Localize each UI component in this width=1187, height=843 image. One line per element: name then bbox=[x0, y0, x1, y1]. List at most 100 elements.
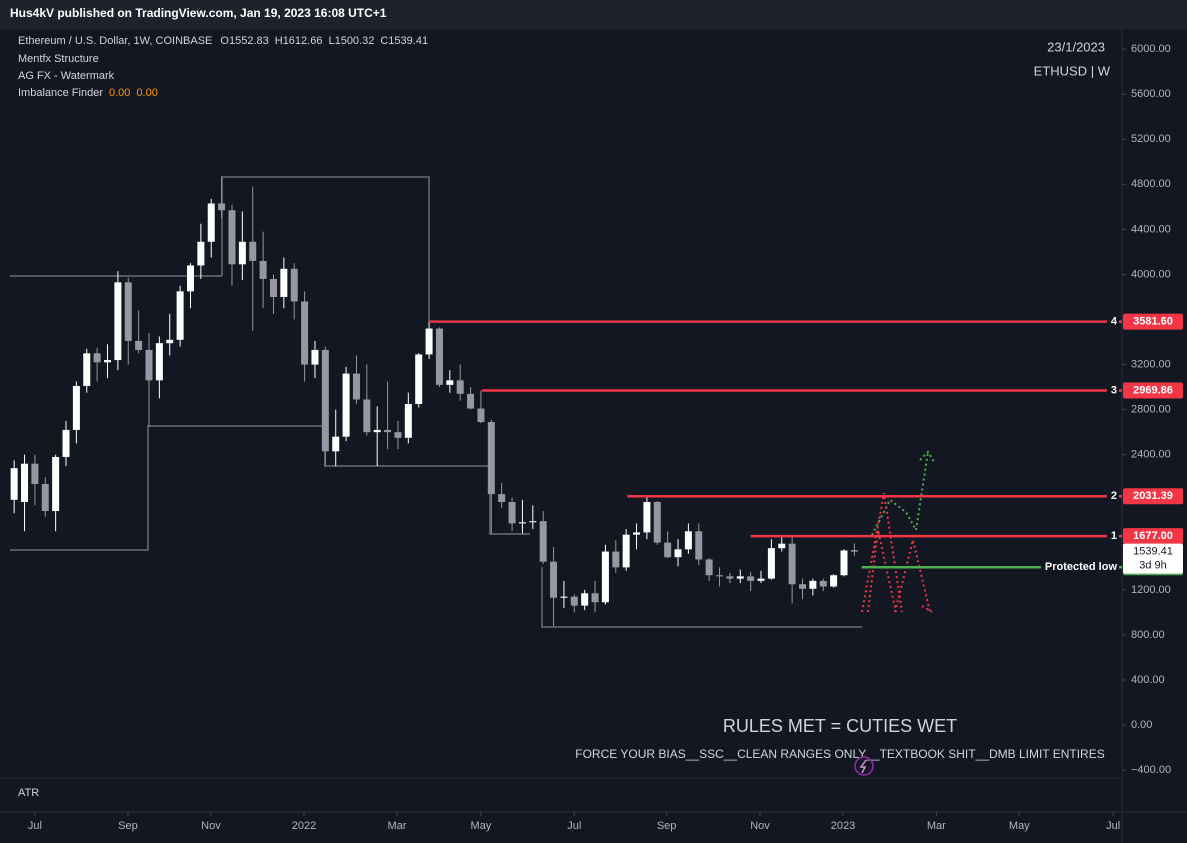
candle-body bbox=[52, 456, 60, 512]
header-bar bbox=[0, 0, 1187, 29]
candle-body bbox=[508, 502, 516, 524]
y-tick-label: 0.00 bbox=[1131, 719, 1152, 731]
candle-body bbox=[487, 422, 495, 495]
ohlc-value: 1539.41 bbox=[388, 35, 428, 47]
candle-body bbox=[736, 576, 744, 579]
candle-body bbox=[830, 575, 838, 587]
ohlc-label: O bbox=[220, 35, 229, 47]
x-tick-label: Mar bbox=[387, 820, 406, 832]
candle-body bbox=[207, 203, 215, 242]
indicator-name: Imbalance Finder bbox=[18, 87, 103, 99]
candle-body bbox=[518, 522, 526, 524]
indicator-name: Mentfx Structure bbox=[18, 53, 99, 65]
x-tick-label: 2022 bbox=[292, 820, 316, 832]
candle-body bbox=[342, 373, 350, 437]
candle-body bbox=[529, 521, 537, 523]
candle-body bbox=[726, 576, 734, 579]
level-name: Protected low bbox=[1045, 561, 1118, 573]
candle-body bbox=[394, 432, 402, 438]
current-price-tag bbox=[1123, 543, 1183, 574]
candle-body bbox=[581, 593, 589, 606]
current-price: 1539.41 bbox=[1133, 546, 1173, 558]
indicator-value: 0.00 bbox=[136, 87, 157, 99]
price-tag bbox=[1123, 382, 1183, 399]
candle-body bbox=[301, 301, 309, 365]
y-tick-label: −400.00 bbox=[1131, 764, 1171, 776]
candle-body bbox=[62, 429, 70, 457]
candle-body bbox=[21, 463, 29, 503]
y-tick-label: 400.00 bbox=[1131, 674, 1165, 686]
event-bolt bbox=[859, 759, 867, 774]
candle-body bbox=[352, 373, 360, 400]
level-name: 3 bbox=[1111, 384, 1117, 396]
price-tag bbox=[1123, 488, 1183, 505]
candle-body bbox=[788, 543, 796, 585]
ohlc-label: C bbox=[380, 35, 388, 47]
legend: Ethereum / U.S. Dollar, 1W, COINBASE O155… bbox=[18, 35, 428, 99]
candle-body bbox=[716, 575, 724, 577]
candle-body bbox=[145, 349, 153, 381]
countdown: 3d 9h bbox=[1139, 560, 1167, 572]
candle-body bbox=[778, 543, 786, 549]
y-tick-label: 4800.00 bbox=[1131, 178, 1171, 190]
ohlc-value: 1552.83 bbox=[229, 35, 269, 47]
candle-body bbox=[767, 548, 775, 579]
indicator: Imbalance Finder 0.00 0.00 bbox=[18, 87, 158, 99]
x-tick-label: Jul bbox=[28, 820, 42, 832]
candle-body bbox=[114, 282, 122, 361]
level-name-bg bbox=[1106, 314, 1119, 329]
range-lines bbox=[10, 176, 862, 628]
symbol-label: ETHUSD | W bbox=[1034, 63, 1111, 78]
event-icon[interactable] bbox=[854, 756, 874, 776]
ohlc-label: H bbox=[275, 35, 283, 47]
plot bbox=[10, 176, 858, 626]
candle-body bbox=[674, 549, 682, 558]
candle-body bbox=[809, 580, 817, 589]
x-tick-label: May bbox=[471, 820, 492, 832]
x-tick-label: Nov bbox=[201, 820, 221, 832]
y-tick-label: 4400.00 bbox=[1131, 223, 1171, 235]
x-tick-label: 2023 bbox=[831, 820, 855, 832]
candle-body bbox=[456, 380, 464, 394]
candle-body bbox=[819, 580, 827, 587]
candle-body bbox=[124, 282, 132, 341]
candle-body bbox=[747, 576, 755, 581]
x-tick-label: Jul bbox=[1106, 820, 1120, 832]
level-name-bg bbox=[1106, 489, 1119, 504]
candle-body bbox=[135, 340, 143, 350]
x-tick-label: Nov bbox=[750, 820, 770, 832]
candle-body bbox=[280, 268, 288, 297]
candle-body bbox=[477, 408, 485, 423]
candle-body bbox=[93, 353, 101, 363]
price-tag-label: 1677.00 bbox=[1133, 530, 1173, 542]
candle-body bbox=[321, 349, 329, 452]
candle-body bbox=[684, 531, 692, 550]
indicator: Mentfx Structure bbox=[18, 53, 99, 65]
candle-body bbox=[653, 502, 661, 543]
candle-body bbox=[332, 436, 340, 452]
y-tick-label: 5200.00 bbox=[1131, 133, 1171, 145]
y-tick-label: 4000.00 bbox=[1131, 268, 1171, 280]
y-tick-label: 2800.00 bbox=[1131, 404, 1171, 416]
candle-body bbox=[249, 241, 257, 261]
candle-body bbox=[612, 551, 620, 568]
pane-label: ATR bbox=[18, 787, 39, 799]
candle-body bbox=[290, 268, 298, 302]
candle-body bbox=[186, 265, 194, 292]
candle-body bbox=[550, 561, 558, 598]
candle-body bbox=[425, 328, 433, 355]
candle-body bbox=[311, 349, 319, 365]
candle-body bbox=[41, 483, 49, 512]
candle-body bbox=[570, 596, 578, 606]
price-tag bbox=[1123, 313, 1183, 330]
candle-body bbox=[72, 385, 80, 430]
candle-body bbox=[404, 404, 412, 438]
ohlc-label: L bbox=[328, 35, 334, 47]
candle-body bbox=[467, 393, 475, 409]
indicator-name: AG FX - Watermark bbox=[18, 70, 115, 82]
candle-body bbox=[197, 241, 205, 266]
publisher: Hus4kV published on TradingView.com, Jan… bbox=[10, 6, 387, 20]
candle-body bbox=[104, 360, 112, 363]
x-tick-label: Mar bbox=[927, 820, 946, 832]
